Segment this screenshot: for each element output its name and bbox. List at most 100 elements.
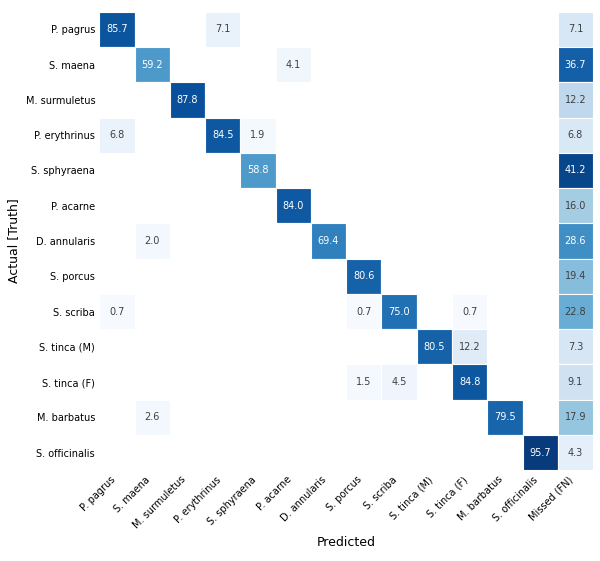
- FancyBboxPatch shape: [99, 400, 134, 435]
- FancyBboxPatch shape: [275, 400, 311, 435]
- FancyBboxPatch shape: [170, 435, 205, 470]
- FancyBboxPatch shape: [417, 259, 452, 294]
- FancyBboxPatch shape: [99, 153, 134, 188]
- FancyBboxPatch shape: [134, 47, 170, 82]
- FancyBboxPatch shape: [134, 153, 170, 188]
- FancyBboxPatch shape: [417, 12, 452, 47]
- FancyBboxPatch shape: [382, 118, 417, 153]
- FancyBboxPatch shape: [205, 259, 241, 294]
- FancyBboxPatch shape: [241, 223, 275, 259]
- FancyBboxPatch shape: [346, 294, 382, 329]
- FancyBboxPatch shape: [170, 223, 205, 259]
- FancyBboxPatch shape: [311, 12, 346, 47]
- FancyBboxPatch shape: [452, 188, 487, 223]
- Text: 6.8: 6.8: [568, 130, 583, 140]
- FancyBboxPatch shape: [205, 153, 241, 188]
- FancyBboxPatch shape: [205, 329, 241, 365]
- FancyBboxPatch shape: [99, 82, 134, 118]
- FancyBboxPatch shape: [311, 435, 346, 470]
- FancyBboxPatch shape: [311, 82, 346, 118]
- Text: 75.0: 75.0: [388, 306, 410, 316]
- FancyBboxPatch shape: [275, 294, 311, 329]
- FancyBboxPatch shape: [346, 223, 382, 259]
- FancyBboxPatch shape: [382, 82, 417, 118]
- Text: 0.7: 0.7: [462, 306, 478, 316]
- FancyBboxPatch shape: [417, 365, 452, 400]
- FancyBboxPatch shape: [523, 188, 558, 223]
- FancyBboxPatch shape: [99, 329, 134, 365]
- FancyBboxPatch shape: [99, 259, 134, 294]
- Text: 1.9: 1.9: [250, 130, 266, 140]
- FancyBboxPatch shape: [558, 12, 593, 47]
- FancyBboxPatch shape: [311, 365, 346, 400]
- FancyBboxPatch shape: [170, 118, 205, 153]
- Text: 85.7: 85.7: [106, 25, 128, 34]
- FancyBboxPatch shape: [487, 118, 523, 153]
- FancyBboxPatch shape: [170, 82, 205, 118]
- FancyBboxPatch shape: [382, 294, 417, 329]
- FancyBboxPatch shape: [452, 294, 487, 329]
- FancyBboxPatch shape: [311, 259, 346, 294]
- FancyBboxPatch shape: [452, 435, 487, 470]
- FancyBboxPatch shape: [523, 294, 558, 329]
- FancyBboxPatch shape: [382, 400, 417, 435]
- FancyBboxPatch shape: [346, 188, 382, 223]
- FancyBboxPatch shape: [558, 47, 593, 82]
- FancyBboxPatch shape: [558, 118, 593, 153]
- FancyBboxPatch shape: [346, 47, 382, 82]
- FancyBboxPatch shape: [311, 294, 346, 329]
- FancyBboxPatch shape: [558, 400, 593, 435]
- FancyBboxPatch shape: [417, 400, 452, 435]
- FancyBboxPatch shape: [417, 82, 452, 118]
- FancyBboxPatch shape: [523, 82, 558, 118]
- Text: 4.1: 4.1: [286, 59, 301, 70]
- FancyBboxPatch shape: [275, 365, 311, 400]
- FancyBboxPatch shape: [417, 47, 452, 82]
- Text: 9.1: 9.1: [568, 377, 583, 387]
- Text: 79.5: 79.5: [494, 412, 515, 422]
- FancyBboxPatch shape: [452, 153, 487, 188]
- FancyBboxPatch shape: [487, 188, 523, 223]
- Text: 84.0: 84.0: [283, 201, 304, 211]
- FancyBboxPatch shape: [452, 259, 487, 294]
- FancyBboxPatch shape: [487, 12, 523, 47]
- FancyBboxPatch shape: [134, 329, 170, 365]
- FancyBboxPatch shape: [523, 223, 558, 259]
- FancyBboxPatch shape: [558, 223, 593, 259]
- Text: 12.2: 12.2: [565, 95, 586, 105]
- Text: 0.7: 0.7: [109, 306, 125, 316]
- FancyBboxPatch shape: [487, 223, 523, 259]
- FancyBboxPatch shape: [487, 47, 523, 82]
- FancyBboxPatch shape: [241, 188, 275, 223]
- FancyBboxPatch shape: [382, 47, 417, 82]
- FancyBboxPatch shape: [558, 294, 593, 329]
- FancyBboxPatch shape: [382, 153, 417, 188]
- FancyBboxPatch shape: [241, 153, 275, 188]
- FancyBboxPatch shape: [170, 259, 205, 294]
- Text: 59.2: 59.2: [142, 59, 163, 70]
- FancyBboxPatch shape: [275, 12, 311, 47]
- FancyBboxPatch shape: [346, 365, 382, 400]
- Text: 16.0: 16.0: [565, 201, 586, 211]
- FancyBboxPatch shape: [452, 365, 487, 400]
- FancyBboxPatch shape: [558, 153, 593, 188]
- FancyBboxPatch shape: [346, 400, 382, 435]
- FancyBboxPatch shape: [134, 365, 170, 400]
- FancyBboxPatch shape: [205, 294, 241, 329]
- FancyBboxPatch shape: [205, 82, 241, 118]
- Text: 87.8: 87.8: [177, 95, 198, 105]
- FancyBboxPatch shape: [99, 118, 134, 153]
- FancyBboxPatch shape: [346, 435, 382, 470]
- FancyBboxPatch shape: [382, 188, 417, 223]
- FancyBboxPatch shape: [205, 365, 241, 400]
- FancyBboxPatch shape: [205, 47, 241, 82]
- FancyBboxPatch shape: [523, 118, 558, 153]
- FancyBboxPatch shape: [346, 12, 382, 47]
- FancyBboxPatch shape: [452, 12, 487, 47]
- FancyBboxPatch shape: [382, 365, 417, 400]
- FancyBboxPatch shape: [170, 365, 205, 400]
- FancyBboxPatch shape: [523, 435, 558, 470]
- FancyBboxPatch shape: [205, 188, 241, 223]
- FancyBboxPatch shape: [452, 329, 487, 365]
- FancyBboxPatch shape: [558, 259, 593, 294]
